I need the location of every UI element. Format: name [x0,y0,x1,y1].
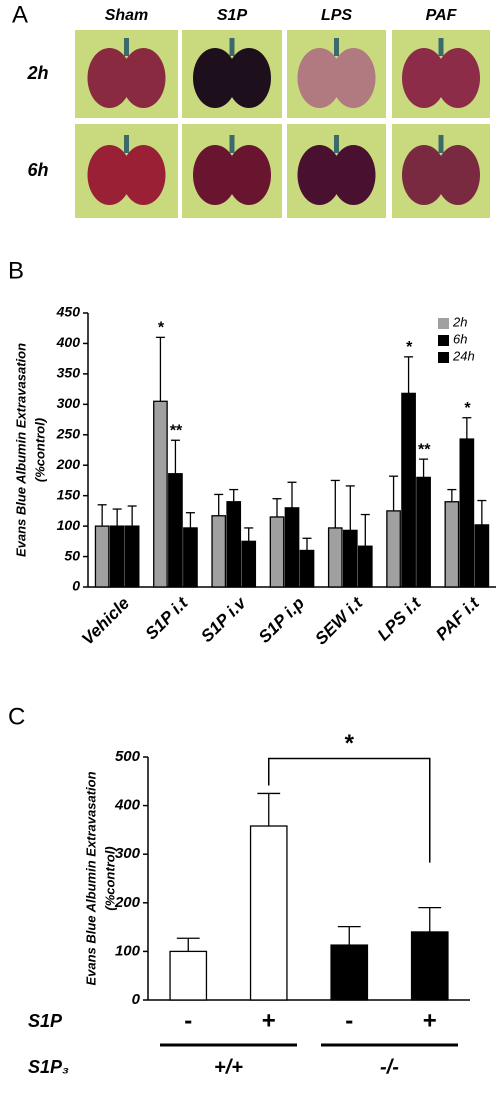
panel-label: C [8,703,25,730]
y-tick-label: 0 [132,991,141,1008]
y-tick-label: 200 [114,894,141,911]
legend-swatch [438,335,449,346]
bar [183,527,198,588]
significance: * [345,730,355,757]
x-tick-label: - [345,1007,353,1034]
column-label: PAF [426,7,458,24]
lung-lobe [227,145,271,205]
bar [474,524,490,588]
y-tick-label: 300 [57,395,81,411]
row-label: 2h [26,63,48,83]
y-axis-label: Evans Blue Albumin Extravasation [13,343,28,557]
lung-lobe [121,145,166,205]
bar [330,944,369,1001]
significance: * [157,320,164,337]
bar [459,438,475,588]
lung-lobe [331,48,376,108]
lung-lobe [436,145,480,205]
y-tick-label: 250 [56,425,81,441]
y-tick-label: 100 [57,517,81,533]
legend-label: 24h [452,348,475,363]
x-tick-label: PAF i.t [432,593,484,645]
lung-lobe [297,48,342,108]
group-label: -/- [380,1056,399,1078]
y-tick-label: 350 [57,365,81,381]
y-tick-label: 150 [57,486,81,502]
lung-lobe [436,48,480,108]
significance: ** [169,422,182,439]
significance-bracket [268,757,431,863]
significance: * [405,339,412,356]
y-tick-label: 300 [115,845,141,862]
factor-label: S1P [28,1011,63,1031]
x-tick-label: - [184,1007,192,1034]
column-label: LPS [321,7,352,24]
legend-swatch [438,352,449,363]
bar [299,549,315,588]
bar [241,540,257,588]
x-tick-label: Vehicle [78,594,133,649]
y-tick-label: 500 [115,748,141,765]
bar [211,515,227,588]
bar [342,529,358,588]
y-tick-label: 50 [64,547,80,563]
panel-label: A [12,1,28,28]
panel-label: B [8,257,24,284]
bar [249,825,288,1001]
bar [401,392,416,588]
y-tick-label: 100 [115,942,141,959]
bar [226,501,242,588]
bar [169,950,208,1001]
lung-lobe [121,48,166,108]
y-axis-label: Evans Blue Albumin Extravasation [83,771,98,985]
lung-lobe [402,145,446,205]
bar [327,527,343,588]
bar [109,525,125,588]
bar [124,525,140,588]
lung-lobe [402,48,446,108]
bar [269,516,285,588]
group-label: +/+ [214,1056,243,1078]
y-tick-label: 450 [56,304,81,320]
y-tick-label: 400 [114,797,141,814]
row-label: 6h [27,160,48,180]
significance: ** [417,441,430,458]
bar [153,400,168,588]
legend-swatch [438,318,449,329]
y-axis-label: (%control) [32,418,47,482]
lung-lobe [297,145,342,205]
bar [416,476,431,588]
lung-lobe [87,145,132,205]
bar [284,507,300,588]
lung-lobe [227,48,271,108]
bar [444,501,460,588]
x-tick-label: S1P i.v [197,592,251,646]
bar [94,525,110,588]
lung-lobe [193,145,237,205]
lung-lobe [193,48,237,108]
lung-lobe [87,48,132,108]
column-label: S1P [217,7,248,24]
bar [386,510,401,588]
y-tick-label: 400 [56,334,81,350]
x-tick-label: S1P i.t [142,593,193,644]
x-tick-label: SEW i.t [311,593,367,649]
lung-lobe [331,145,376,205]
bar [410,931,449,1001]
x-tick-label: S1P i.p [255,594,308,647]
legend-label: 2h [452,314,467,329]
y-tick-label: 0 [72,578,80,594]
bar [357,545,373,588]
y-tick-label: 200 [56,456,81,472]
bar [168,473,183,588]
column-label: Sham [105,7,149,24]
x-tick-label: + [423,1007,437,1034]
legend-label: 6h [453,331,467,346]
y-axis-label: (%control) [102,846,117,910]
x-tick-label: + [262,1007,276,1034]
significance: * [464,400,471,417]
factor-label: S1P₃ [28,1057,69,1077]
x-tick-label: LPS i.t [374,593,426,645]
